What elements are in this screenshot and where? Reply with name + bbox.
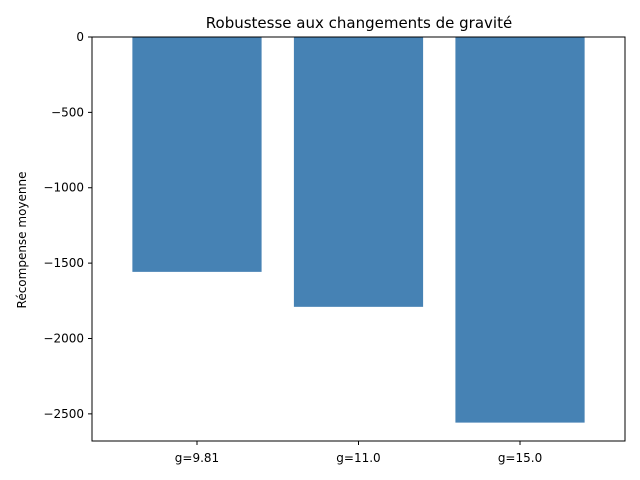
y-tick-label: −2000 (43, 331, 84, 345)
y-tick-label: −1000 (43, 181, 84, 195)
y-ticks-group: 0 −500 −1000 −1500 −2000 −2500 (43, 30, 92, 421)
y-axis-label: Récompense moyenne (15, 172, 29, 309)
x-tick-label: g=15.0 (498, 451, 542, 465)
y-tick-label: −500 (51, 105, 84, 119)
bar-g=11.0 (293, 37, 424, 307)
y-tick-label: 0 (76, 30, 84, 44)
x-tick-label: g=11.0 (336, 451, 380, 465)
bars-group (132, 37, 585, 423)
x-tick-label: g=9.81 (175, 451, 219, 465)
y-tick-label: −2500 (43, 407, 84, 421)
chart-title: Robustesse aux changements de gravité (206, 14, 512, 32)
x-ticks-group: g=9.81 g=11.0 g=15.0 (175, 441, 542, 465)
plot-frame (91, 36, 626, 442)
bar-g=15.0 (455, 37, 585, 423)
y-tick-label: −1500 (43, 256, 84, 270)
bar-g=9.81 (132, 37, 262, 272)
